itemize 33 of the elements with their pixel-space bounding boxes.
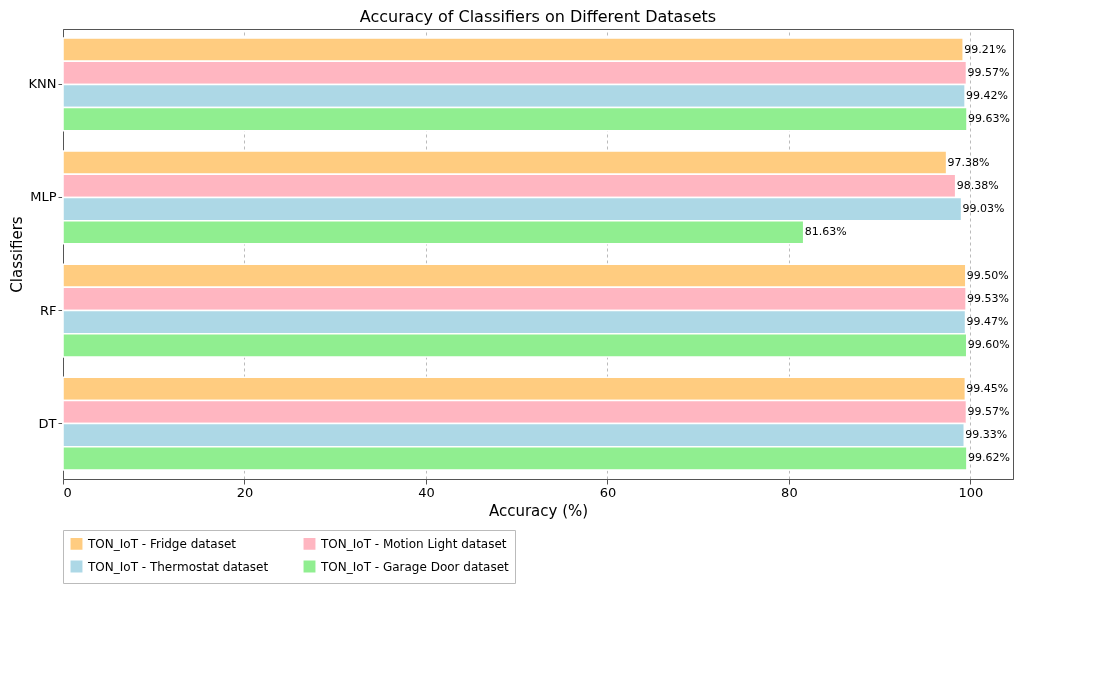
data-label: 99.21%: [964, 42, 1007, 56]
data-label: 99.42%: [966, 88, 1009, 102]
x-tick-label: 40: [418, 484, 435, 500]
y-axis-title: Classifiers: [7, 216, 26, 293]
y-tick-label: KNN: [28, 76, 57, 92]
data-label: 99.60%: [967, 338, 1010, 352]
data-label: 97.38%: [947, 155, 990, 169]
legend-label: TON_IoT - Fridge dataset: [87, 536, 237, 551]
legend-label: TON_IoT - Motion Light dataset: [320, 536, 507, 551]
x-tick-label: 80: [781, 484, 798, 500]
x-tick-label: 100: [958, 484, 984, 500]
y-tick-label: MLP: [30, 189, 57, 205]
data-label: 99.53%: [967, 291, 1010, 305]
x-tick-label: 60: [599, 484, 617, 500]
x-axis-title: Accuracy (%): [488, 501, 589, 520]
x-tick-label: 20: [236, 484, 254, 500]
chart-title: Accuracy of Classifiers on Different Datasets: [359, 7, 717, 26]
data-label: 99.47%: [966, 315, 1009, 329]
data-label: 99.45%: [966, 381, 1009, 395]
y-tick-label: DT: [38, 415, 57, 431]
data-label: 99.03%: [962, 202, 1005, 216]
data-label: 99.63%: [968, 112, 1010, 126]
data-label: 98.38%: [956, 178, 999, 192]
data-label: 99.33%: [965, 428, 1008, 442]
y-tick-label: RF: [39, 302, 57, 318]
legend-label: TON_IoT - Garage Door dataset: [320, 559, 510, 574]
data-label: 99.62%: [967, 451, 1010, 465]
legend-label: TON_IoT - Thermostat dataset: [87, 559, 269, 574]
x-tick-label: 0: [63, 484, 72, 500]
data-label: 99.57%: [967, 65, 1010, 79]
data-label: 81.63%: [804, 225, 847, 239]
data-label: 99.57%: [967, 405, 1010, 419]
data-label: 99.50%: [966, 268, 1009, 282]
